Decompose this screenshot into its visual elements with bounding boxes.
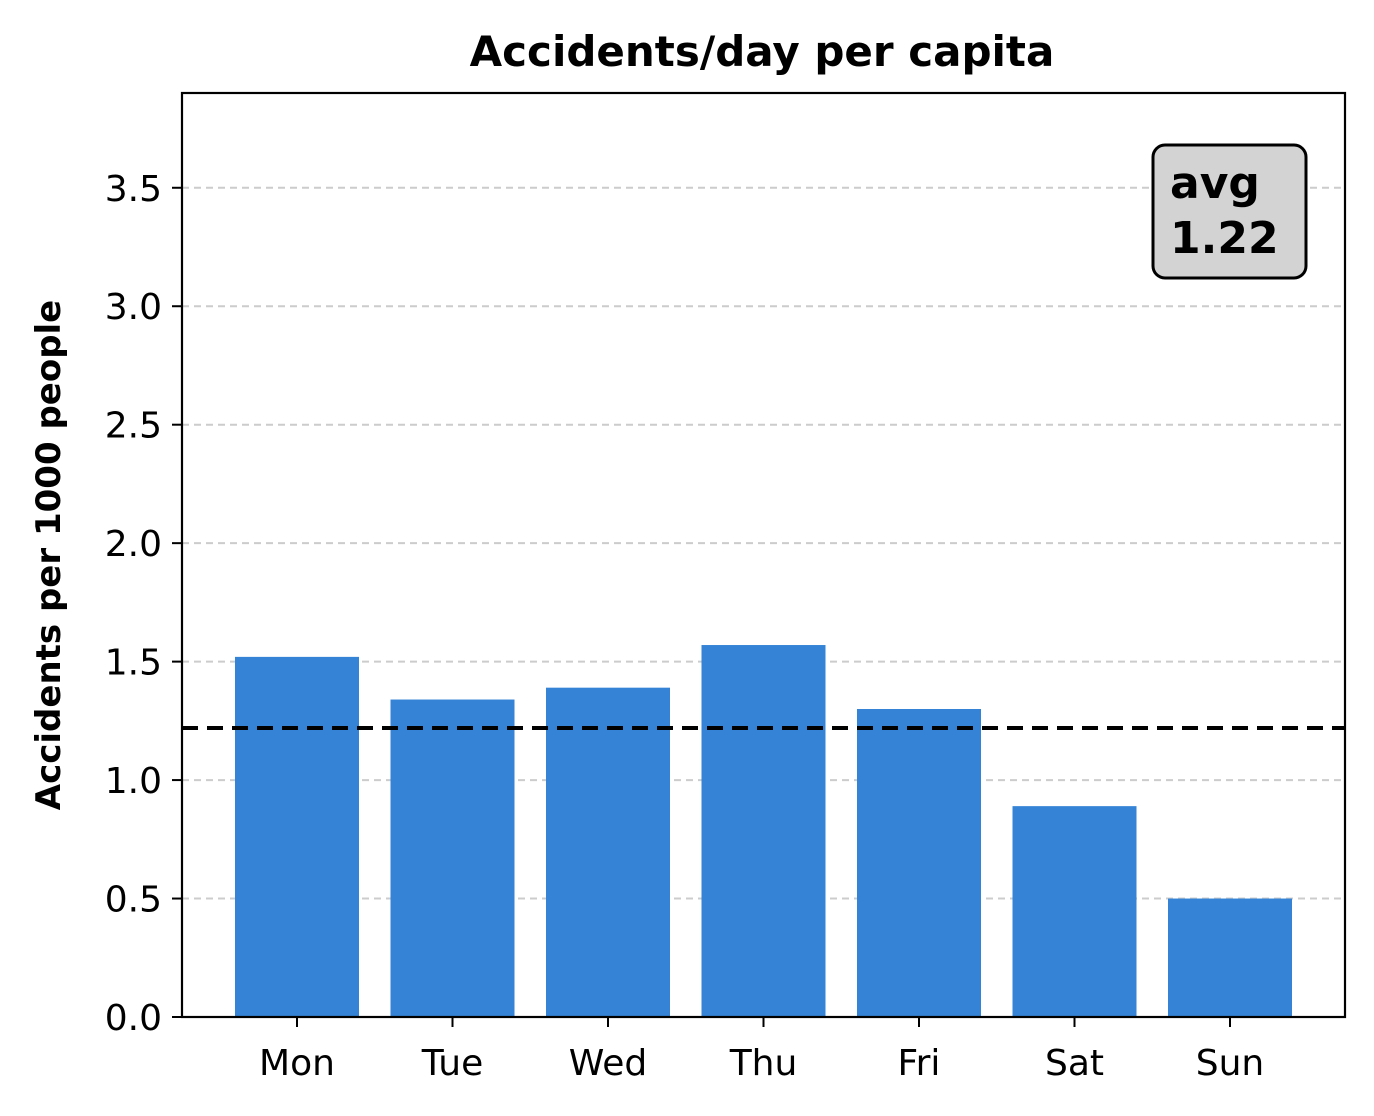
y-tick-label: 3.5 — [105, 169, 162, 210]
y-tick-label: 2.5 — [105, 406, 162, 447]
annotation-box — [1151, 143, 1308, 280]
x-tick-label: Mon — [259, 1043, 335, 1084]
annotation-line1: avg — [1170, 158, 1260, 209]
x-tick-label: Sat — [1045, 1043, 1104, 1084]
x-tick-label: Tue — [421, 1043, 484, 1084]
x-tick-label: Fri — [898, 1043, 941, 1084]
y-tick-label: 1.5 — [105, 643, 162, 684]
x-tick-label: Wed — [569, 1043, 648, 1084]
x-axis-ticks: Mon Tue Wed Thu Fri Sat Sun — [259, 1017, 1264, 1084]
y-tick-label: 2.0 — [105, 524, 162, 565]
chart-title: Accidents/day per capita — [470, 27, 1055, 76]
y-tick-label: 0.0 — [105, 998, 162, 1039]
bars — [235, 645, 1292, 1017]
bar-sun — [1168, 898, 1292, 1017]
x-tick-label: Sun — [1196, 1043, 1264, 1084]
bar-wed — [546, 687, 670, 1017]
y-axis-ticks: 0.0 0.5 1.0 1.5 2.0 2.5 3.0 3.5 — [105, 169, 182, 1039]
bar-thu — [701, 645, 826, 1017]
plot-frame — [180, 91, 1347, 1019]
y-tick-label: 1.0 — [105, 761, 162, 802]
annotation-line2: 1.22 — [1170, 213, 1279, 264]
y-tick-label: 0.5 — [105, 880, 162, 921]
bar-mon — [235, 656, 359, 1017]
bar-sat — [1012, 806, 1137, 1017]
x-tick-label: Thu — [729, 1043, 798, 1084]
bar-fri — [857, 709, 981, 1017]
y-axis-label: Accidents per 1000 people — [29, 300, 69, 810]
bar-tue — [390, 699, 515, 1017]
y-tick-label: 3.0 — [105, 287, 162, 328]
average-annotation: avg 1.22 — [1151, 143, 1308, 280]
